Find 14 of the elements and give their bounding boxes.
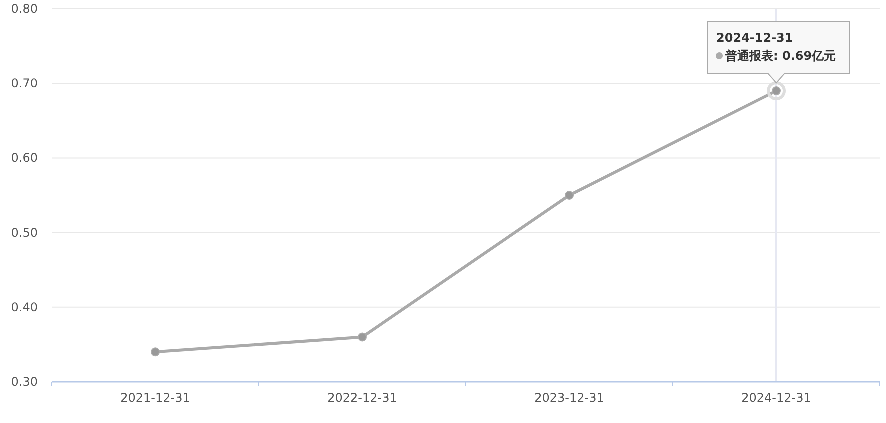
x-tick-label: 2022-12-31	[328, 391, 398, 405]
x-tick-label: 2024-12-31	[742, 391, 812, 405]
x-tick-label: 2021-12-31	[120, 391, 190, 405]
y-tick-label: 0.60	[11, 151, 38, 166]
point	[358, 332, 367, 342]
point	[151, 348, 160, 357]
y-tick-label: 0.40	[11, 300, 38, 314]
x-tick-label: 2023-12-31	[534, 391, 604, 405]
y-tick-label: 0.50	[11, 226, 38, 240]
y-tick-label: 0.70	[11, 76, 38, 91]
annotation: 2024-12-31 普通报表: 0.69亿元	[716, 31, 836, 64]
y-tick-label: 0.80	[11, 2, 38, 16]
y-tick-label: 0.30	[11, 375, 38, 389]
point	[565, 191, 574, 200]
